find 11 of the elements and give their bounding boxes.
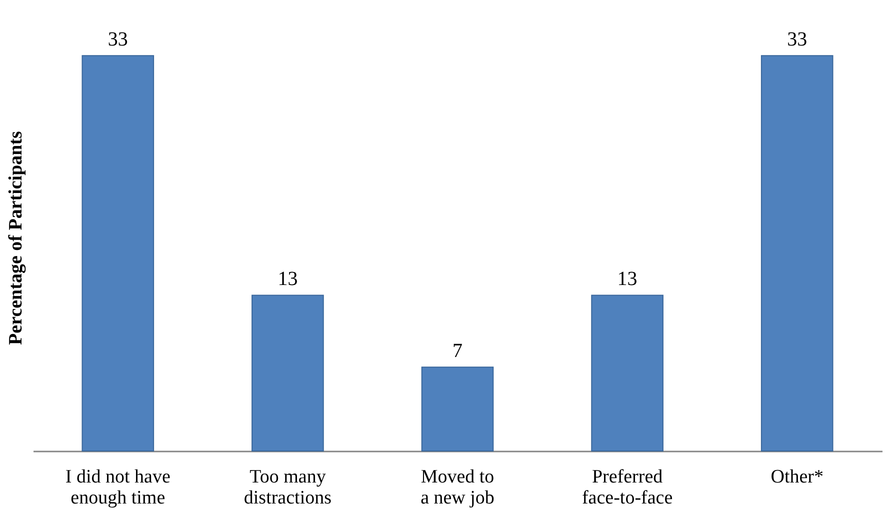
x-tick-label: Too many distractions (244, 466, 332, 508)
x-tick-label: Other* (770, 466, 824, 488)
x-tick-label: Preferred face-to-face (582, 466, 673, 508)
y-axis-title: Percentage of Participants (6, 131, 26, 345)
x-tick-label: Moved to a new job (420, 466, 494, 508)
data-label: 13 (278, 268, 298, 290)
data-label: 7 (452, 340, 462, 362)
x-tick-label: I did not have enough time (65, 466, 170, 508)
data-label: 33 (108, 28, 128, 51)
data-label: 33 (787, 28, 808, 51)
data-label: 13 (617, 268, 638, 290)
